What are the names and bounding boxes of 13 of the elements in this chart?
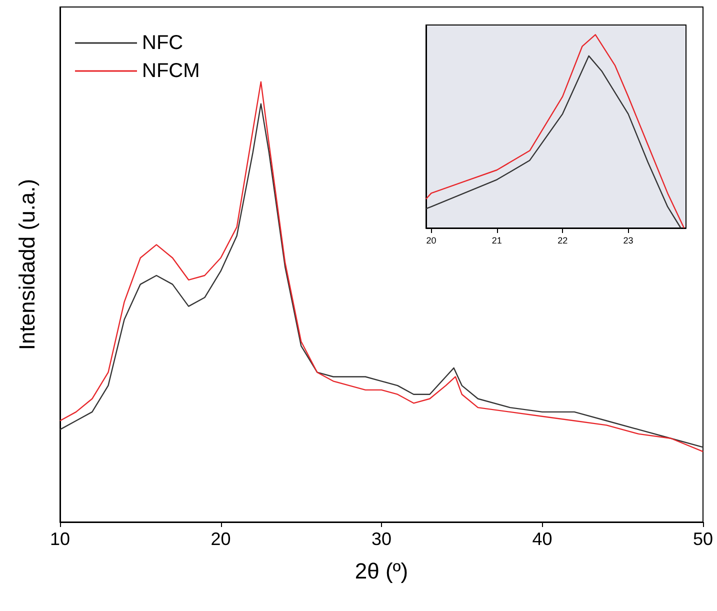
x-tick-label: 10 [50, 529, 70, 549]
x-tick-label: 23 [623, 236, 634, 246]
x-axis-title: 2θ (º) [354, 558, 408, 584]
legend-label: NFCM [142, 60, 200, 82]
y-axis-title: Intensidadd (u.a.) [14, 178, 40, 350]
legend-label: NFC [142, 32, 184, 54]
x-tick-label: 30 [371, 529, 392, 549]
x-tick-label: 22 [558, 236, 568, 246]
x-tick-label: 20 [210, 529, 231, 549]
x-tick-label: 21 [492, 236, 502, 246]
x-tick-label: 40 [532, 529, 552, 549]
x-tick-label: 50 [692, 529, 714, 549]
x-tick-label: 20 [426, 236, 436, 246]
